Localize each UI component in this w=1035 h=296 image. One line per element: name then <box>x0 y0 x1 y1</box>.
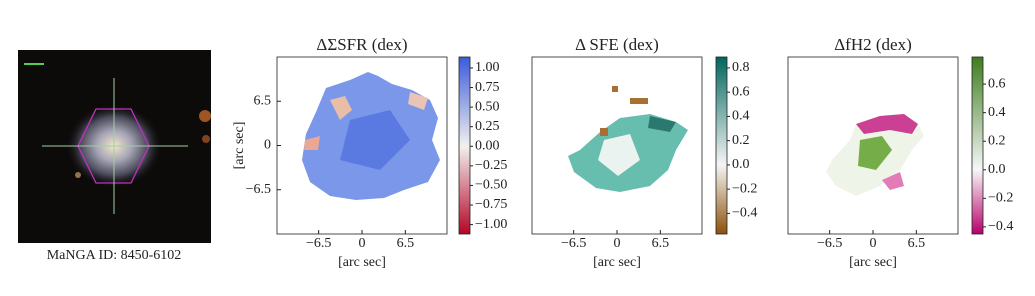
map-image <box>568 86 688 192</box>
colorbar <box>971 56 984 235</box>
colorbar-tick-label: 0.75 <box>475 80 500 95</box>
x-tick-label: 6.5 <box>397 236 415 251</box>
colorbar-tick-label: −0.4 <box>732 206 757 221</box>
panel-title: ΔΣSFR (dex) <box>316 35 407 54</box>
y-tick-label: 0 <box>264 138 271 153</box>
colorbar-tick-label: −0.2 <box>988 191 1013 206</box>
y-tick-label: −6.5 <box>246 182 271 197</box>
x-tick-label: 0 <box>359 236 366 251</box>
colorbar-tick-label: −0.2 <box>732 181 757 196</box>
colorbar-tick-label: 0.6 <box>732 84 750 99</box>
colorbar-tick-label: 0.50 <box>475 99 500 114</box>
colorbar <box>715 56 728 235</box>
x-tick-label: 6.5 <box>652 236 670 251</box>
x-tick-label: 6.5 <box>908 236 926 251</box>
colorbar-tick-label: −0.50 <box>475 178 507 193</box>
colorbar-tick-label: 0.0 <box>732 157 750 172</box>
x-tick-label: 0 <box>614 236 621 251</box>
colorbar-tick-label: 1.00 <box>475 60 500 75</box>
panel-title: Δ SFE (dex) <box>575 35 659 54</box>
colorbar-tick-label: 0.25 <box>475 119 500 134</box>
y-tick-label: 6.5 <box>254 93 272 108</box>
colorbar-tick-label: −1.00 <box>475 217 507 232</box>
colorbar-tick-label: 0.8 <box>732 60 750 75</box>
colorbar-tick-label: −0.4 <box>988 219 1013 234</box>
colorbar-tick-label: 0.2 <box>732 133 750 148</box>
panel-title: ΔfH2 (dex) <box>834 35 912 54</box>
x-axis-label: [arc sec] <box>338 255 386 270</box>
x-axis-label: [arc sec] <box>593 255 641 270</box>
x-axis-label: [arc sec] <box>849 255 897 270</box>
y-axis-label: [arc sec] <box>232 122 247 170</box>
colorbar-tick-label: 0.6 <box>988 76 1006 91</box>
colorbar-tick-label: −0.25 <box>475 158 507 173</box>
x-tick-label: −6.5 <box>561 236 586 251</box>
galaxy-image <box>18 50 211 243</box>
x-tick-label: 0 <box>870 236 877 251</box>
map-image <box>302 72 440 200</box>
colorbar-tick-label: −0.75 <box>475 197 507 212</box>
map-image <box>826 114 924 196</box>
colorbar-tick-label: 0.4 <box>988 105 1006 120</box>
colorbar-tick-label: 0.2 <box>988 133 1006 148</box>
x-tick-label: −6.5 <box>306 236 331 251</box>
colorbar-tick-label: 0.00 <box>475 139 500 154</box>
x-tick-label: −6.5 <box>817 236 842 251</box>
caption: MaNGA ID: 8450-6102 <box>47 248 182 263</box>
colorbar <box>458 56 471 235</box>
colorbar-tick-label: 0.4 <box>732 109 750 124</box>
colorbar-tick-label: 0.0 <box>988 162 1006 177</box>
